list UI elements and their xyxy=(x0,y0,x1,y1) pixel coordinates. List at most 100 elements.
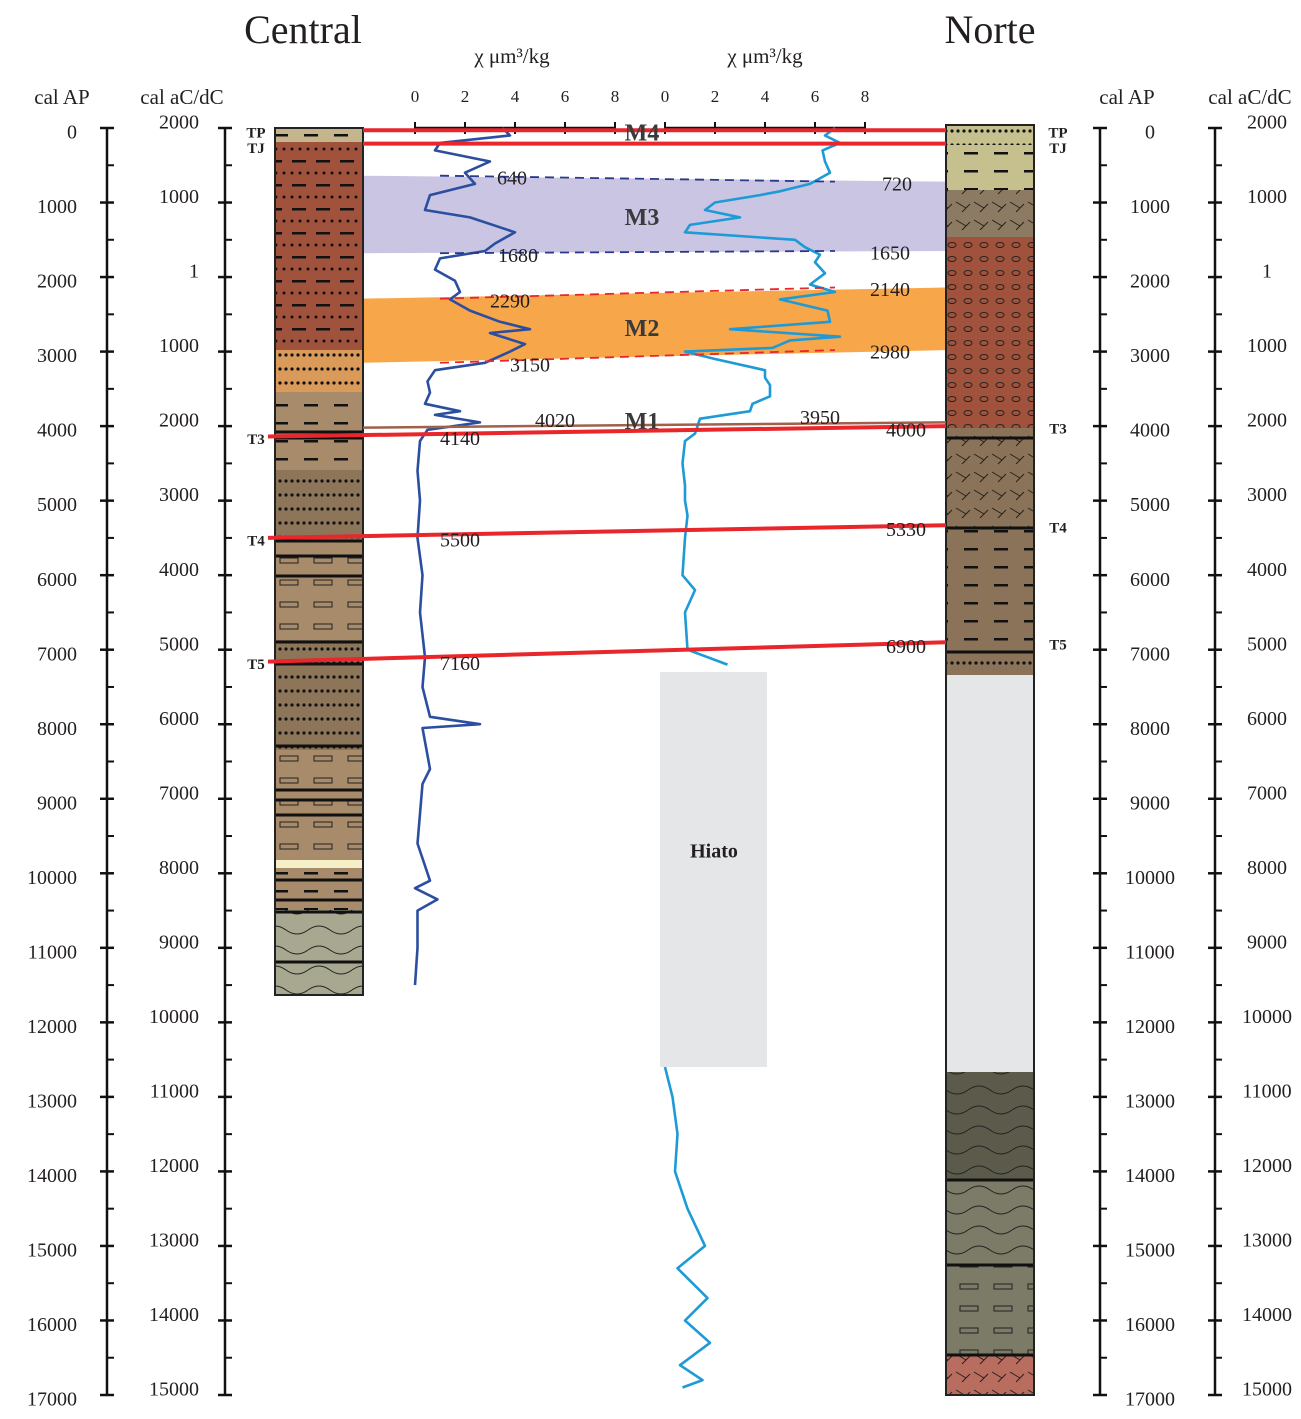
axis-label: cal aC/dC xyxy=(140,85,223,109)
tick-label: 4000 xyxy=(1247,559,1287,581)
tick-label: 4000 xyxy=(159,559,199,581)
tick-label: 0 xyxy=(411,87,420,106)
horizon-label: T4 xyxy=(1049,521,1067,537)
layer-pattern xyxy=(946,428,1034,528)
tick-label: 8 xyxy=(861,87,870,106)
age-label: 4000 xyxy=(886,420,926,442)
tick-label: 7000 xyxy=(37,643,77,665)
tick-label: 7000 xyxy=(159,782,199,804)
tick-label: 13000 xyxy=(1242,1230,1292,1252)
layer-pattern xyxy=(275,142,363,350)
hiatus-box xyxy=(660,672,767,1067)
layer xyxy=(946,675,1034,1072)
tick-label: 14000 xyxy=(1125,1165,1175,1187)
tick-label: 12000 xyxy=(1242,1155,1292,1177)
age-label: 1650 xyxy=(870,243,910,265)
chi-axis-label: χ μm³/kg xyxy=(726,44,803,68)
layer-pattern xyxy=(275,910,363,995)
horizon-label: TP xyxy=(1048,126,1067,142)
horizon-label: T5 xyxy=(1049,638,1067,654)
horizon-label: T3 xyxy=(1049,422,1067,438)
tick-label: 12000 xyxy=(149,1155,199,1177)
age-label: 6900 xyxy=(886,636,926,658)
tick-label: 4 xyxy=(511,87,520,106)
tick-label: 6000 xyxy=(159,708,199,730)
layer-pattern xyxy=(946,145,1034,190)
layer xyxy=(275,860,363,868)
axis-label: cal AP xyxy=(1099,85,1154,109)
tick-label: 6000 xyxy=(1130,569,1170,591)
layer-pattern xyxy=(275,392,363,430)
tick-label: 12000 xyxy=(1125,1016,1175,1038)
tick-label: 8 xyxy=(611,87,620,106)
layer-pattern xyxy=(275,350,363,392)
tick-label: 10000 xyxy=(27,867,77,889)
tick-label: 9000 xyxy=(37,792,77,814)
layer-pattern xyxy=(946,528,1034,652)
tick-label: 5000 xyxy=(1247,633,1287,655)
layer-pattern xyxy=(275,470,363,540)
tick-label: 10000 xyxy=(1242,1006,1292,1028)
tick-label: 9000 xyxy=(1247,931,1287,953)
age-label: 1680 xyxy=(498,245,538,267)
horizon-label: T3 xyxy=(247,432,265,448)
tick-label: 0 xyxy=(661,87,670,106)
age-label: 4140 xyxy=(440,428,480,450)
tick-label: 15000 xyxy=(1242,1379,1292,1401)
age-label: 2980 xyxy=(870,342,910,364)
tick-label: 11000 xyxy=(150,1080,199,1102)
tick-label: 3000 xyxy=(1247,484,1287,506)
tick-label: 1000 xyxy=(1247,335,1287,357)
tick-label: 13000 xyxy=(1125,1090,1175,1112)
tick-label: 14000 xyxy=(149,1304,199,1326)
tick-label: 16000 xyxy=(27,1314,77,1336)
tick-label: 4 xyxy=(761,87,770,106)
tick-label: 3000 xyxy=(37,345,77,367)
tick-label: 1000 xyxy=(159,335,199,357)
tick-label: 1 xyxy=(1262,261,1272,283)
tick-label: 1000 xyxy=(1130,196,1170,218)
layer-pattern xyxy=(946,237,1034,428)
tick-label: 2000 xyxy=(1247,112,1287,134)
tick-label: 1 xyxy=(189,261,199,283)
age-label: 3950 xyxy=(800,407,840,429)
tick-label: 0 xyxy=(67,122,77,144)
axis-label: cal aC/dC xyxy=(1208,85,1291,109)
horizon-line xyxy=(268,642,946,661)
layer-pattern xyxy=(275,750,363,860)
tick-label: 2 xyxy=(461,87,470,106)
tick-label: 16000 xyxy=(1125,1314,1175,1336)
age-label: 4020 xyxy=(535,410,575,432)
tick-label: 1000 xyxy=(37,196,77,218)
tick-label: 5000 xyxy=(159,633,199,655)
age-label: 7160 xyxy=(440,653,480,675)
tick-label: 5000 xyxy=(37,494,77,516)
zone-label: M3 xyxy=(625,205,660,231)
layer-pattern xyxy=(946,1180,1034,1265)
age-label: 3150 xyxy=(510,354,550,376)
age-label: 5330 xyxy=(886,519,926,541)
horizon-label: TP xyxy=(246,126,265,142)
tick-label: 6000 xyxy=(37,569,77,591)
tick-label: 10000 xyxy=(1125,867,1175,889)
tick-label: 6 xyxy=(811,87,820,106)
tick-label: 12000 xyxy=(27,1016,77,1038)
tick-label: 1000 xyxy=(159,186,199,208)
tick-label: 3000 xyxy=(1130,345,1170,367)
layer-pattern xyxy=(275,640,363,750)
tick-label: 14000 xyxy=(1242,1304,1292,1326)
tick-label: 2000 xyxy=(159,410,199,432)
tick-label: 3000 xyxy=(159,484,199,506)
tick-label: 5000 xyxy=(1130,494,1170,516)
age-label: 2140 xyxy=(870,279,910,301)
layer-pattern xyxy=(946,190,1034,237)
central-title: Central xyxy=(244,7,362,52)
tick-label: 14000 xyxy=(27,1165,77,1187)
zone-label: M2 xyxy=(625,316,660,342)
tick-label: 17000 xyxy=(1125,1389,1175,1411)
tick-label: 8000 xyxy=(1247,857,1287,879)
tick-label: 13000 xyxy=(149,1230,199,1252)
layer-pattern xyxy=(946,652,1034,675)
tick-label: 8000 xyxy=(37,718,77,740)
tick-label: 9000 xyxy=(159,931,199,953)
